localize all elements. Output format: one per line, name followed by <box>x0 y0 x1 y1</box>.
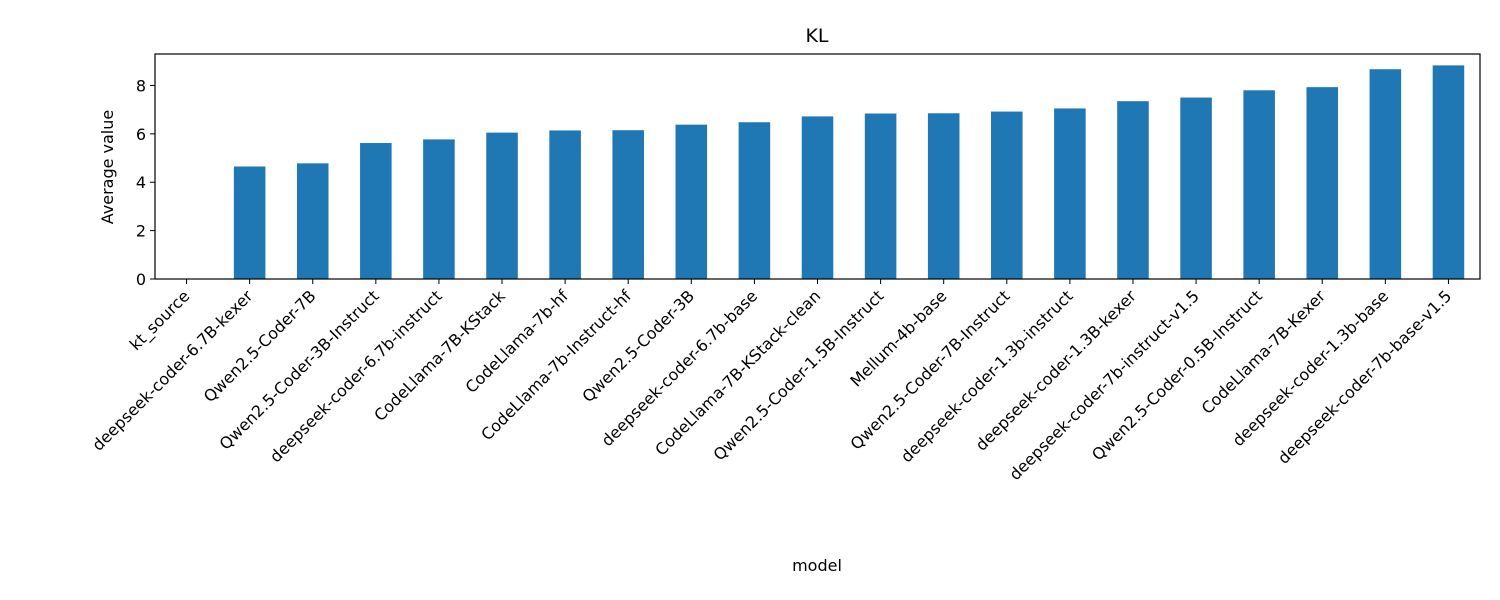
bar-11 <box>864 113 897 280</box>
x-axis-label: model <box>792 556 842 575</box>
bar-17 <box>1243 90 1275 279</box>
bar-20 <box>1432 65 1465 280</box>
bar-16 <box>1180 97 1212 279</box>
bar-18 <box>1306 87 1339 280</box>
bar-6 <box>549 130 581 279</box>
bar-10 <box>801 116 834 279</box>
x-tick-label-8: Qwen2.5-Coder-3B <box>578 286 698 406</box>
bar-3 <box>360 143 392 279</box>
bar-15 <box>1117 101 1149 280</box>
bar-12 <box>927 113 960 280</box>
bar-14 <box>1054 108 1086 279</box>
y-tick-label-3: 6 <box>136 125 146 144</box>
chart-title: KL <box>805 25 828 47</box>
bars-group <box>233 65 1465 280</box>
bar-2 <box>296 163 329 279</box>
bar-1 <box>233 166 266 279</box>
x-axis: kt_sourcedeepseek-coder-6.7B-kexerQwen2.… <box>88 279 1455 484</box>
bar-13 <box>991 111 1023 279</box>
y-axis-label: Average value <box>98 110 117 225</box>
y-tick-label-0: 0 <box>136 270 146 289</box>
x-tick-label-18: CodeLlama-7B-Kexer <box>1198 286 1330 418</box>
bar-19 <box>1369 69 1402 280</box>
y-tick-label-4: 8 <box>136 76 146 95</box>
bar-5 <box>486 132 518 279</box>
bar-9 <box>738 122 771 279</box>
y-tick-label-1: 2 <box>136 222 146 241</box>
y-tick-label-2: 4 <box>136 173 146 192</box>
bar-8 <box>675 124 708 280</box>
x-tick-label-2: Qwen2.5-Coder-7B <box>200 286 320 406</box>
y-axis: 0 2 4 6 8 <box>136 76 155 289</box>
bar-7 <box>612 130 644 279</box>
bar-4 <box>423 139 455 279</box>
